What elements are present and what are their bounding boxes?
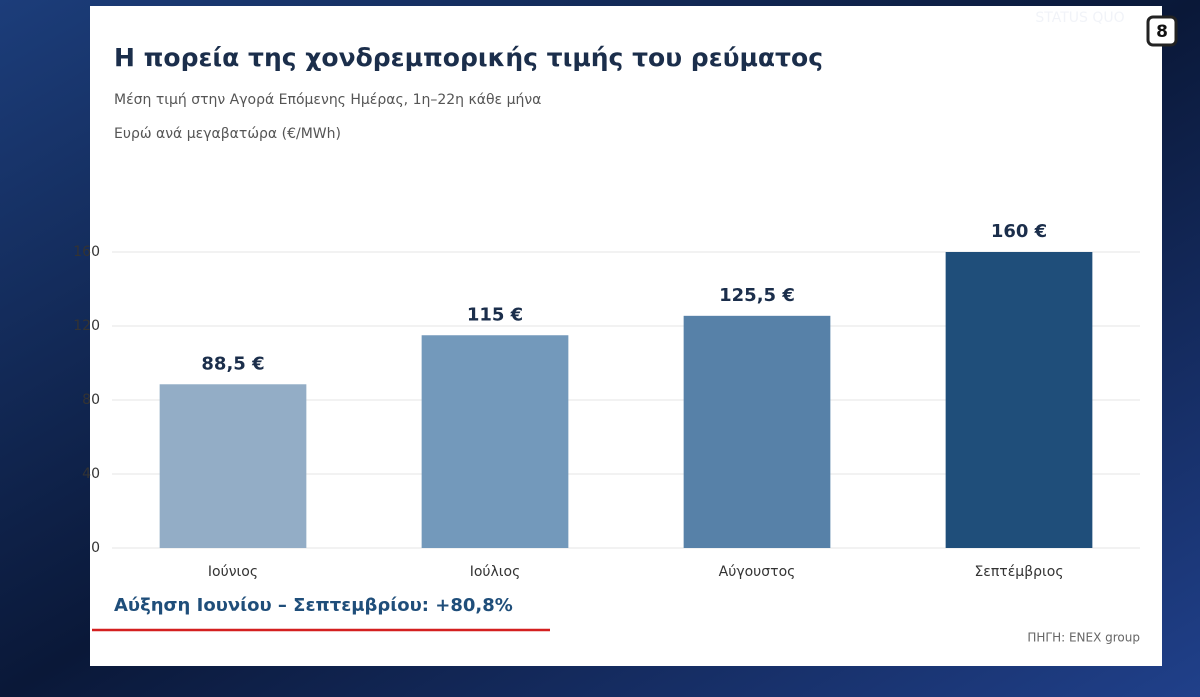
channel-logo: 8 — [1156, 22, 1168, 42]
show-name: STATUS QUO — [1035, 10, 1124, 26]
x-tick-label: Σεπτέμβριος — [974, 564, 1063, 580]
bar — [421, 335, 569, 548]
y-tick-label: 0 — [91, 540, 100, 556]
x-tick-label: Αύγουστος — [719, 564, 796, 580]
y-axis-label: Ευρώ ανά μεγαβατώρα (€/MWh) — [114, 126, 341, 142]
x-tick-label: Ιούλιος — [470, 564, 521, 580]
data-label: 125,5 € — [719, 285, 795, 306]
bar — [159, 384, 307, 548]
y-tick-label: 120 — [73, 318, 100, 334]
chart-subtitle: Μέση τιμή στην Αγορά Επόμενης Ημέρας, 1η… — [114, 92, 541, 108]
annotation: Αύξηση Ιουνίου – Σεπτεμβρίου: +80,8% — [114, 595, 513, 616]
x-tick-label: Ιούνιος — [208, 564, 258, 580]
y-tick-label: 80 — [82, 392, 100, 408]
bar — [945, 252, 1093, 548]
chart-title: Η πορεία της χονδρεμπορικής τιμής του ρε… — [114, 43, 823, 72]
data-label: 88,5 € — [201, 353, 264, 374]
y-tick-label: 40 — [82, 466, 100, 482]
data-label: 160 € — [991, 221, 1047, 242]
data-label: 115 € — [467, 304, 523, 325]
y-tick-label: 160 — [73, 244, 100, 260]
bar — [683, 315, 831, 548]
logo-box — [1146, 15, 1178, 47]
source: ΠΗΓΗ: ENEX group — [1027, 631, 1140, 645]
